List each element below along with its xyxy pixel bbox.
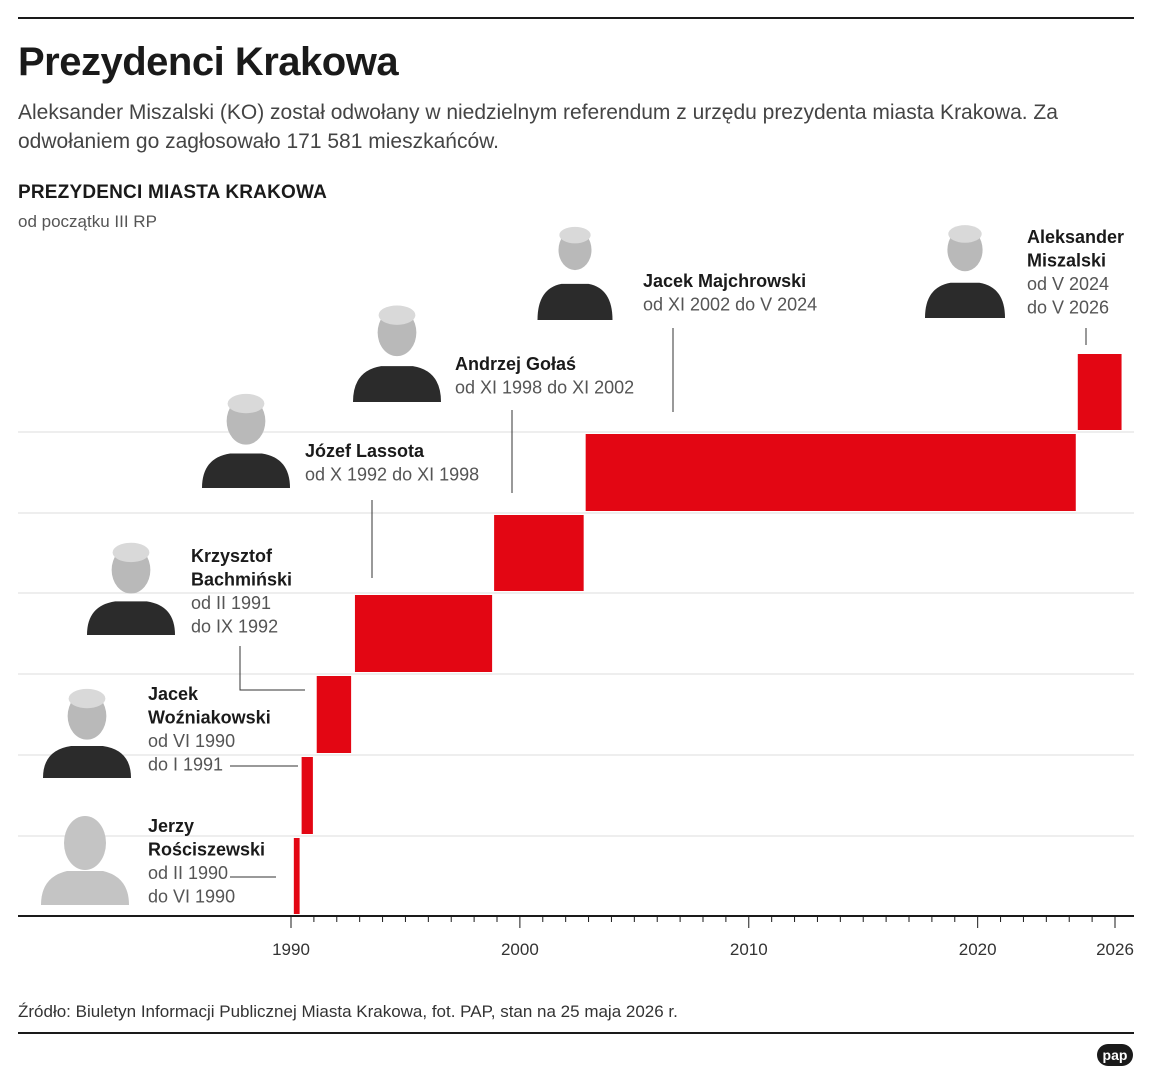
portrait-placeholder-icon bbox=[41, 816, 129, 905]
president-name: Krzysztof bbox=[191, 546, 273, 566]
president-name: Miszalski bbox=[1027, 251, 1106, 271]
timeline-chart: 1990 2000 2010 2020 2026 Jerzy Rościszewski od … bbox=[18, 225, 1134, 959]
source-note: Źródło: Biuletyn Informacji Publicznej M… bbox=[18, 1002, 678, 1021]
president-name: Bachmiński bbox=[191, 570, 292, 590]
term-dates: od XI 2002 do V 2024 bbox=[643, 295, 817, 315]
term-dates: od II 1990 bbox=[148, 863, 228, 883]
president-name: Andrzej Gołaś bbox=[455, 354, 576, 374]
x-tick-label: 2026 bbox=[1096, 940, 1134, 959]
portrait-photo bbox=[353, 305, 441, 402]
president-name: Rościszewski bbox=[148, 840, 265, 860]
president-name: Jacek bbox=[148, 684, 199, 704]
president-name: Józef Lassota bbox=[305, 441, 425, 461]
term-bar bbox=[301, 757, 313, 834]
term-dates: od X 1992 do XI 1998 bbox=[305, 465, 479, 485]
page-subtitle: Aleksander Miszalski (KO) został odwołan… bbox=[18, 101, 1058, 153]
portrait-photo bbox=[537, 226, 613, 320]
president-name: Aleksander bbox=[1027, 227, 1124, 247]
portrait-photo bbox=[202, 393, 290, 488]
chart-subtitle: od początku III RP bbox=[18, 212, 157, 231]
portrait-photo bbox=[87, 542, 175, 635]
term-bar bbox=[1077, 354, 1122, 430]
page-title: Prezydenci Krakowa bbox=[18, 40, 399, 84]
x-tick-label: 2000 bbox=[501, 940, 539, 959]
term-dates: od V 2024 bbox=[1027, 274, 1109, 294]
pap-logo: pap bbox=[1097, 1044, 1133, 1066]
term-bar bbox=[494, 515, 584, 591]
term-bar bbox=[293, 838, 300, 914]
portrait-photo bbox=[43, 688, 131, 778]
term-dates: do V 2026 bbox=[1027, 298, 1109, 318]
term-dates: od II 1991 bbox=[191, 593, 271, 613]
term-bar bbox=[354, 595, 493, 672]
president-name: Woźniakowski bbox=[148, 708, 271, 728]
term-dates: do I 1991 bbox=[148, 755, 223, 775]
term-dates: do VI 1990 bbox=[148, 887, 235, 907]
top-rule bbox=[18, 17, 1134, 19]
x-tick-label: 2020 bbox=[959, 940, 997, 959]
term-bar bbox=[316, 676, 352, 753]
term-dates: od XI 1998 do XI 2002 bbox=[455, 378, 634, 398]
president-name: Jerzy bbox=[148, 816, 194, 836]
leader-line bbox=[239, 646, 305, 691]
bottom-rule bbox=[18, 1032, 1134, 1034]
term-dates: od VI 1990 bbox=[148, 731, 235, 751]
term-bar bbox=[585, 434, 1076, 511]
x-tick-label: 1990 bbox=[272, 940, 310, 959]
x-tick-label: 2010 bbox=[730, 940, 768, 959]
term-dates: do IX 1992 bbox=[191, 617, 278, 637]
chart-title: PREZYDENCI MIASTA KRAKOWA bbox=[18, 182, 327, 203]
portrait-photo bbox=[925, 225, 1005, 318]
president-name: Jacek Majchrowski bbox=[643, 271, 806, 291]
